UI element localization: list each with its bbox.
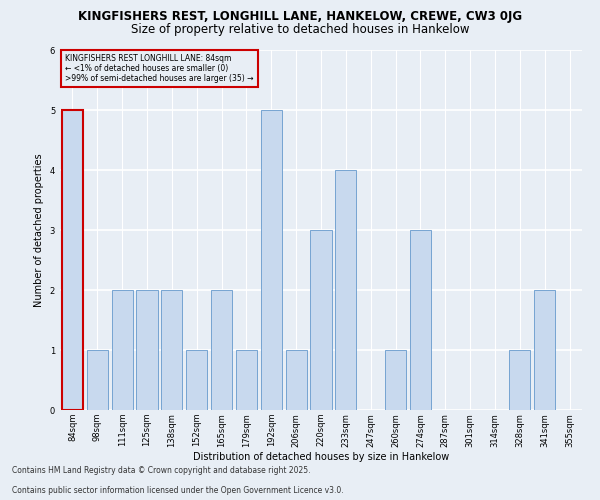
Text: KINGFISHERS REST, LONGHILL LANE, HANKELOW, CREWE, CW3 0JG: KINGFISHERS REST, LONGHILL LANE, HANKELO… bbox=[78, 10, 522, 23]
Bar bbox=[410, 230, 431, 410]
Text: KINGFISHERS REST LONGHILL LANE: 84sqm
← <1% of detached houses are smaller (0)
>: KINGFISHERS REST LONGHILL LANE: 84sqm ← … bbox=[65, 54, 254, 84]
Bar bbox=[286, 350, 307, 410]
Bar bbox=[335, 170, 356, 410]
Bar bbox=[161, 290, 182, 410]
Bar bbox=[509, 350, 530, 410]
Bar bbox=[261, 110, 282, 410]
Bar bbox=[534, 290, 555, 410]
Bar bbox=[236, 350, 257, 410]
Bar bbox=[112, 290, 133, 410]
Bar bbox=[62, 110, 83, 410]
Bar bbox=[136, 290, 158, 410]
Bar bbox=[186, 350, 207, 410]
Text: Size of property relative to detached houses in Hankelow: Size of property relative to detached ho… bbox=[131, 22, 469, 36]
Y-axis label: Number of detached properties: Number of detached properties bbox=[34, 153, 44, 307]
Bar bbox=[87, 350, 108, 410]
Text: Contains public sector information licensed under the Open Government Licence v3: Contains public sector information licen… bbox=[12, 486, 344, 495]
Bar bbox=[310, 230, 332, 410]
X-axis label: Distribution of detached houses by size in Hankelow: Distribution of detached houses by size … bbox=[193, 452, 449, 462]
Bar bbox=[385, 350, 406, 410]
Text: Contains HM Land Registry data © Crown copyright and database right 2025.: Contains HM Land Registry data © Crown c… bbox=[12, 466, 311, 475]
Bar bbox=[211, 290, 232, 410]
